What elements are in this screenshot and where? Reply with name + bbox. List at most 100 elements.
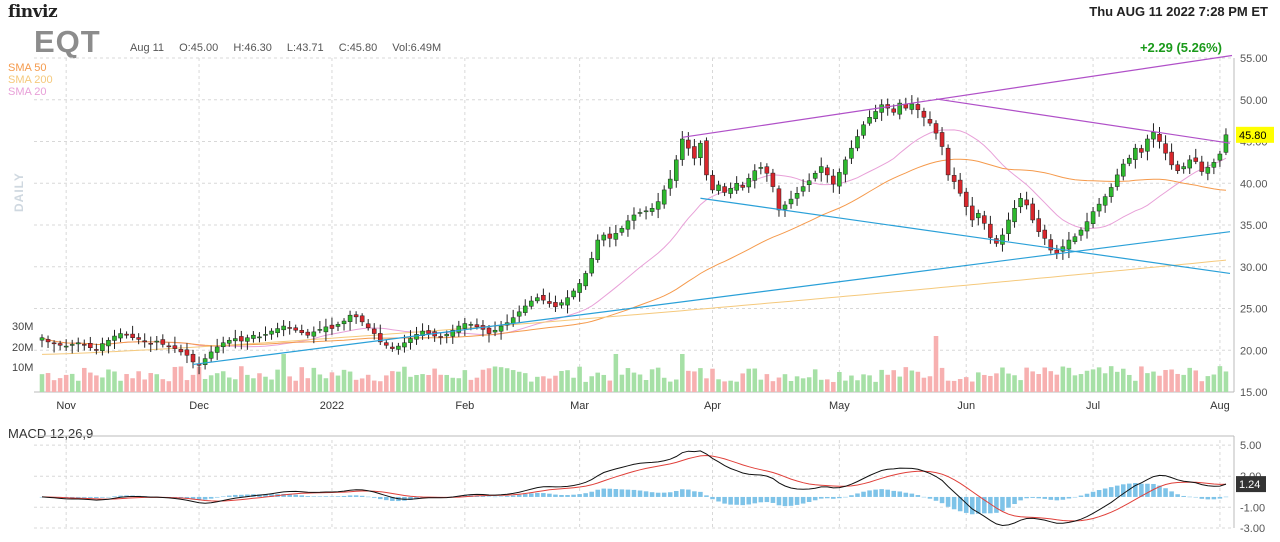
candle (649, 203, 655, 216)
candle (154, 336, 160, 351)
macd-histogram-bar (480, 495, 486, 497)
macd-histogram-bar (100, 496, 105, 498)
candle-up (1120, 163, 1126, 177)
candle (1078, 227, 1084, 241)
ohlc-close: C:45.80 (338, 42, 378, 54)
volume-bar (1127, 374, 1132, 392)
candle-down (142, 340, 147, 343)
candle (450, 324, 456, 344)
candle-up (233, 338, 238, 342)
macd-histogram-bar (734, 496, 739, 505)
candle-up (100, 343, 105, 351)
volume-bar (698, 368, 703, 392)
candle (680, 131, 685, 166)
macd-histogram-bar (94, 496, 99, 499)
candle-up (341, 320, 347, 325)
candle (75, 337, 81, 352)
macd-histogram-bar (529, 493, 534, 497)
candle (299, 324, 305, 336)
candle-up (837, 172, 842, 187)
candle-up (323, 326, 329, 333)
candle-up (879, 104, 884, 113)
volume-bar (794, 376, 800, 392)
volume-bar (939, 367, 945, 392)
macd-histogram-bar (631, 489, 637, 497)
macd-histogram-bar (1169, 491, 1174, 497)
macd-histogram-bar (1024, 496, 1029, 499)
volume-bar (837, 372, 842, 392)
legend-sma20: SMA 20 (8, 86, 47, 98)
volume-bar (746, 368, 752, 392)
macd-histogram-bar (867, 490, 872, 497)
candle-down (148, 343, 154, 345)
candle (1054, 244, 1060, 260)
volume-bar (136, 371, 141, 392)
candle-up (1102, 196, 1108, 206)
candle-up (565, 297, 570, 306)
finviz-logo[interactable]: finviz (8, 2, 58, 22)
volume-bar (921, 377, 927, 392)
candle-up (106, 339, 111, 347)
macd-histogram-bar (680, 489, 685, 497)
candle (112, 329, 117, 349)
macd-histogram-bar (1223, 496, 1229, 498)
candle (1102, 193, 1108, 213)
candle (710, 170, 715, 194)
candle-up (843, 159, 848, 175)
macd-histogram-bar (957, 496, 963, 512)
macd-histogram-bar (1072, 496, 1078, 498)
candle-down (88, 343, 93, 348)
candle (547, 292, 552, 308)
candle-down (1048, 239, 1054, 251)
macd-histogram-bar (498, 496, 504, 497)
volume-bar (498, 367, 504, 392)
candle (577, 278, 582, 302)
last-price-bg (1236, 126, 1274, 143)
trendlines (192, 54, 1233, 366)
candle (565, 290, 570, 314)
candle-up (1090, 211, 1096, 224)
volume-bar (849, 375, 854, 392)
candle-up (716, 184, 721, 191)
macd-histogram-bar (1151, 483, 1156, 497)
macd-histogram-bar (861, 491, 866, 497)
candle-down (957, 179, 963, 194)
macd-histogram-bar (263, 494, 268, 497)
candle-up (1211, 162, 1217, 168)
legend-sma200: SMA 200 (8, 74, 53, 86)
candle-down (1024, 199, 1029, 206)
candle (516, 305, 522, 323)
y-tick-label: 55.00 (1240, 53, 1268, 65)
macd-histogram-bar (649, 492, 655, 497)
y-tick-label: 20.00 (1240, 345, 1268, 357)
macd-histogram-bar (655, 492, 661, 497)
macd-histogram-bar (1000, 496, 1005, 511)
volume-bar (94, 375, 99, 392)
candle-down (740, 185, 745, 188)
volume-bar (867, 375, 872, 392)
macd-histogram-bar (1108, 487, 1114, 497)
macd-histogram-bar (746, 496, 752, 505)
candle-down (547, 301, 552, 304)
candle (390, 342, 395, 352)
macd-histogram-bar (1054, 496, 1060, 501)
candle (873, 104, 878, 123)
candle-up (698, 142, 703, 158)
candle-down (776, 188, 782, 211)
volume-bar (559, 371, 564, 392)
volume-bar (704, 378, 709, 392)
volume-bar (1151, 371, 1156, 392)
macd-histogram-bar (812, 496, 818, 501)
candle (637, 208, 643, 217)
macd-histogram-bar (75, 496, 81, 498)
candle-down (371, 328, 377, 334)
candle-down (365, 323, 371, 328)
candle-up (613, 233, 619, 240)
volume-bar (915, 371, 921, 392)
macd-histogram-bar (492, 496, 498, 498)
macd-histogram-bar (879, 489, 884, 497)
candle (293, 324, 298, 333)
macd-histogram-bar (601, 488, 607, 497)
candle (643, 206, 649, 220)
